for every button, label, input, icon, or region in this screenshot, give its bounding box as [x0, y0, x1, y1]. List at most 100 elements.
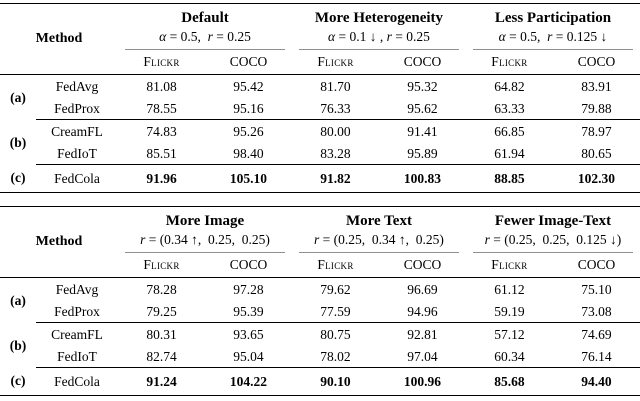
metric-value: 94.40 [581, 373, 612, 389]
condition-group-default: Default α = 0.5, r = 0.25 [118, 4, 292, 50]
dataset-header-flickr: Flickr [291, 50, 379, 75]
metric-value: 102.30 [577, 170, 616, 186]
row-group-label: (c) [10, 170, 26, 186]
dataset-header-coco: COCO [552, 253, 640, 278]
method-name: FedAvg [55, 78, 99, 94]
metric-value: 79.25 [118, 300, 205, 323]
metric-value: 95.62 [378, 97, 466, 120]
metric-value: 98.40 [205, 142, 292, 165]
metric-value: 90.10 [320, 373, 351, 389]
metric-value: 75.10 [581, 281, 612, 297]
method-name: FedProx [36, 97, 119, 120]
metric-value: 82.74 [118, 345, 205, 368]
method-name: FedCola [54, 170, 100, 186]
metric-value: 79.62 [320, 281, 351, 297]
metric-value: 81.08 [146, 78, 177, 94]
row-group-label: (a) [10, 89, 26, 105]
cmidrule: Less Participation α = 0.5, r = 0.125 ↓ [472, 6, 633, 50]
cmidrule: Fewer Image-Text r = (0.25, 0.25, 0.125 … [472, 209, 633, 253]
table-row: FedIoT 82.74 95.04 78.02 97.04 60.34 76.… [0, 345, 640, 368]
metric-value: 77.59 [291, 300, 379, 323]
table-row: FedProx 78.55 95.16 76.33 95.62 63.33 79… [0, 97, 640, 120]
row-group-label: (a) [10, 292, 26, 308]
dataset-header-flickr: Flickr [118, 253, 205, 278]
table-row-highlight: (c) FedCola 91.96 105.10 91.82 100.83 88… [0, 165, 640, 193]
condition-group-more-text: More Text r = (0.25, 0.34 ↑, 0.25) [292, 207, 466, 253]
group-condition: r = (0.25, 0.34 ↑, 0.25) [314, 232, 444, 247]
group-title: Fewer Image-Text [494, 213, 612, 229]
metric-value: 85.68 [494, 373, 525, 389]
condition-group-fewer-image-text: Fewer Image-Text r = (0.25, 0.25, 0.125 … [466, 207, 640, 253]
metric-value: 93.65 [233, 326, 264, 342]
dataset-header-coco: COCO [205, 50, 292, 75]
table-row: FedIoT 85.51 98.40 83.28 95.89 61.94 80.… [0, 142, 640, 165]
method-name: FedIoT [36, 142, 119, 165]
metric-value: 64.82 [494, 78, 525, 94]
metric-value: 95.42 [233, 78, 264, 94]
method-name: FedAvg [55, 281, 99, 297]
metric-value: 100.96 [403, 373, 442, 389]
metric-value: 80.75 [320, 326, 351, 342]
dataset-header-coco: COCO [552, 50, 640, 75]
method-name: CreamFL [51, 123, 103, 139]
metric-value: 95.16 [205, 97, 292, 120]
cmidrule: More Heterogeneity α = 0.1 ↓ , r = 0.25 [298, 6, 459, 50]
metric-value: 78.55 [118, 97, 205, 120]
metric-value: 95.26 [233, 123, 264, 139]
dataset-header-row: Flickr COCO Flickr COCO Flickr COCO [0, 50, 640, 75]
results-table-settings: Method Default α = 0.5, r = 0.25 More He… [0, 3, 640, 193]
metric-value: 61.12 [494, 281, 525, 297]
metric-value: 97.04 [378, 345, 466, 368]
group-header-row: Method Default α = 0.5, r = 0.25 More He… [0, 3, 640, 75]
method-name: FedProx [36, 300, 119, 323]
method-column-header: Method [0, 3, 119, 75]
metric-value: 95.39 [205, 300, 292, 323]
table-row: (b) CreamFL 74.83 95.26 80.00 91.41 66.8… [0, 120, 640, 150]
metric-value: 91.41 [407, 123, 438, 139]
metric-value: 78.97 [581, 123, 612, 139]
table-row: (b) CreamFL 80.31 93.65 80.75 92.81 57.1… [0, 323, 640, 353]
table-row: (a) FedAvg 81.08 95.42 81.70 95.32 64.82… [0, 75, 640, 105]
metric-value: 94.96 [378, 300, 466, 323]
metric-value: 81.70 [320, 78, 351, 94]
metric-value: 105.10 [229, 170, 268, 186]
metric-value: 74.83 [146, 123, 177, 139]
metric-value: 96.69 [407, 281, 438, 297]
metric-value: 91.96 [146, 170, 177, 186]
metric-value: 74.69 [581, 326, 612, 342]
dataset-header-flickr: Flickr [465, 50, 553, 75]
method-name: FedIoT [36, 345, 119, 368]
dataset-header-flickr: Flickr [118, 50, 205, 75]
metric-value: 85.51 [118, 142, 205, 165]
condition-group-more-heterogeneity: More Heterogeneity α = 0.1 ↓ , r = 0.25 [292, 4, 466, 50]
metric-value: 66.85 [494, 123, 525, 139]
method-name: FedCola [54, 373, 100, 389]
group-title: More Text [345, 213, 412, 229]
table-row: FedProx 79.25 95.39 77.59 94.96 59.19 73… [0, 300, 640, 323]
metric-value: 91.82 [320, 170, 351, 186]
metric-value: 95.32 [407, 78, 438, 94]
table-row: (a) FedAvg 78.28 97.28 79.62 96.69 61.12… [0, 278, 640, 308]
dataset-header-row: Flickr COCO Flickr COCO Flickr COCO [0, 253, 640, 278]
group-condition: r = (0.25, 0.25, 0.125 ↓) [484, 232, 622, 247]
dataset-header-coco: COCO [378, 253, 466, 278]
metric-value: 78.02 [291, 345, 379, 368]
metric-value: 91.24 [146, 373, 177, 389]
dataset-header-flickr: Flickr [465, 253, 553, 278]
group-title: More Heterogeneity [314, 10, 444, 26]
metric-value: 80.00 [320, 123, 351, 139]
results-table-modality-ratios: Method More Image r = (0.34 ↑, 0.25, 0.2… [0, 206, 640, 396]
metric-value: 61.94 [465, 142, 553, 165]
metric-value: 76.33 [291, 97, 379, 120]
condition-group-more-image: More Image r = (0.34 ↑, 0.25, 0.25) [118, 207, 292, 253]
metric-value: 60.34 [465, 345, 553, 368]
metric-value: 88.85 [494, 170, 525, 186]
group-condition: α = 0.1 ↓ , r = 0.25 [328, 29, 430, 44]
group-title: More Image [165, 213, 245, 229]
metric-value: 59.19 [465, 300, 553, 323]
metric-value: 97.28 [233, 281, 264, 297]
metric-value: 100.83 [403, 170, 442, 186]
metric-value: 76.14 [552, 345, 640, 368]
dataset-header-coco: COCO [378, 50, 466, 75]
metric-value: 83.28 [291, 142, 379, 165]
